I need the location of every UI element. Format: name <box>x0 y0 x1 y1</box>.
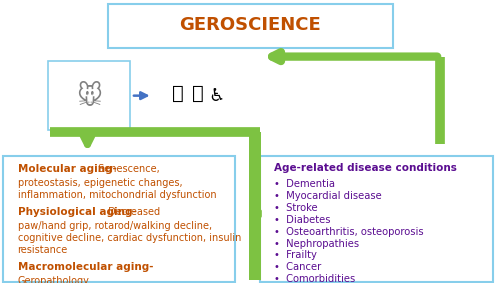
Text: Physiological aging-: Physiological aging- <box>18 207 136 217</box>
Text: inflammation, mitochondrial dysfunction: inflammation, mitochondrial dysfunction <box>18 190 216 200</box>
FancyBboxPatch shape <box>108 4 393 48</box>
FancyBboxPatch shape <box>260 156 492 282</box>
Text: Decreased: Decreased <box>105 207 160 217</box>
FancyBboxPatch shape <box>48 61 130 130</box>
Text: •  Dementia: • Dementia <box>274 179 334 189</box>
Text: •  Myocardial disease: • Myocardial disease <box>274 191 382 201</box>
Text: Molecular aging-: Molecular aging- <box>18 164 116 174</box>
Text: resistance: resistance <box>18 245 68 254</box>
Text: Age-related disease conditions: Age-related disease conditions <box>274 163 456 173</box>
Text: paw/hand grip, rotarod/walking decline,: paw/hand grip, rotarod/walking decline, <box>18 221 212 231</box>
Text: •  Osteoarthritis, osteoporosis: • Osteoarthritis, osteoporosis <box>274 227 423 237</box>
Text: •  Cancer: • Cancer <box>274 262 321 272</box>
Text: Senescence,: Senescence, <box>95 164 160 174</box>
Text: Geropathology: Geropathology <box>18 276 90 283</box>
Text: •  Frailty: • Frailty <box>274 250 316 260</box>
Text: •  Comorbidities: • Comorbidities <box>274 274 355 283</box>
Text: proteostasis, epigenetic changes,: proteostasis, epigenetic changes, <box>18 178 182 188</box>
Text: •  Diabetes: • Diabetes <box>274 215 330 225</box>
Text: GEROSCIENCE: GEROSCIENCE <box>179 16 321 35</box>
Text: cognitive decline, cardiac dysfunction, insulin: cognitive decline, cardiac dysfunction, … <box>18 233 241 243</box>
Text: 🧑: 🧑 <box>172 84 183 103</box>
FancyBboxPatch shape <box>249 132 261 280</box>
Text: •  Stroke: • Stroke <box>274 203 317 213</box>
Text: 🐭: 🐭 <box>76 84 102 109</box>
Text: Macromolecular aging-: Macromolecular aging- <box>18 262 153 272</box>
Text: 🧑: 🧑 <box>192 84 203 103</box>
FancyBboxPatch shape <box>2 156 235 282</box>
Text: •  Nephropathies: • Nephropathies <box>274 239 358 248</box>
Text: ♿: ♿ <box>208 87 224 105</box>
